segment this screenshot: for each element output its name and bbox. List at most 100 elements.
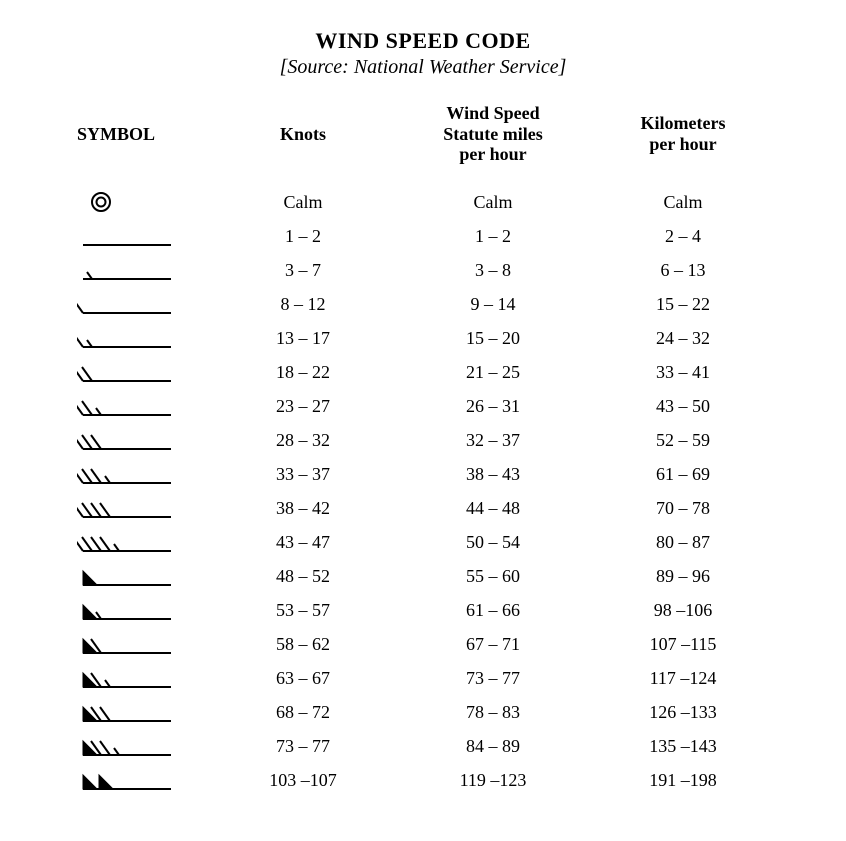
wind-barb-icon: [73, 355, 213, 389]
cell-kph: 52 – 59: [593, 423, 773, 457]
cell-mph: 44 – 48: [393, 491, 593, 525]
cell-mph: 55 – 60: [393, 559, 593, 593]
table-row: 3 – 73 – 86 – 13: [73, 253, 773, 287]
cell-kph: 15 – 22: [593, 287, 773, 321]
wind-barb-icon: [73, 185, 213, 219]
cell-kph: 98 –106: [593, 593, 773, 627]
wind-barb-icon: [73, 593, 213, 627]
cell-knots: 53 – 57: [213, 593, 393, 627]
table-row: 1 – 21 – 22 – 4: [73, 219, 773, 253]
wind-barb-icon: [73, 763, 213, 797]
cell-knots: 103 –107: [213, 763, 393, 797]
cell-knots: 8 – 12: [213, 287, 393, 321]
cell-mph: 32 – 37: [393, 423, 593, 457]
table-row: 38 – 4244 – 4870 – 78: [73, 491, 773, 525]
table-row: 8 – 129 – 1415 – 22: [73, 287, 773, 321]
cell-knots: 48 – 52: [213, 559, 393, 593]
cell-mph: 61 – 66: [393, 593, 593, 627]
cell-mph: Calm: [393, 185, 593, 219]
table-row: 53 – 5761 – 6698 –106: [73, 593, 773, 627]
cell-mph: 67 – 71: [393, 627, 593, 661]
cell-knots: 58 – 62: [213, 627, 393, 661]
cell-knots: 63 – 67: [213, 661, 393, 695]
wind-barb-icon: [73, 253, 213, 287]
cell-mph: 9 – 14: [393, 287, 593, 321]
wind-barb-icon: [73, 321, 213, 355]
cell-knots: 73 – 77: [213, 729, 393, 763]
cell-mph: 119 –123: [393, 763, 593, 797]
table-row: 33 – 3738 – 4361 – 69: [73, 457, 773, 491]
cell-kph: 61 – 69: [593, 457, 773, 491]
wind-barb-icon: [73, 729, 213, 763]
wind-barb-icon: [73, 695, 213, 729]
cell-knots: 28 – 32: [213, 423, 393, 457]
table-row: 58 – 6267 – 71107 –115: [73, 627, 773, 661]
wind-barb-icon: [73, 423, 213, 457]
cell-mph: 3 – 8: [393, 253, 593, 287]
cell-mph: 50 – 54: [393, 525, 593, 559]
cell-knots: 23 – 27: [213, 389, 393, 423]
cell-kph: 43 – 50: [593, 389, 773, 423]
cell-knots: 33 – 37: [213, 457, 393, 491]
wind-barb-icon: [73, 287, 213, 321]
table-row: 18 – 2221 – 2533 – 41: [73, 355, 773, 389]
cell-mph: 84 – 89: [393, 729, 593, 763]
wind-speed-code-page: WIND SPEED CODE [Source: National Weathe…: [0, 0, 846, 841]
page-subtitle: [Source: National Weather Service]: [0, 56, 846, 79]
cell-mph: 38 – 43: [393, 457, 593, 491]
cell-knots: 18 – 22: [213, 355, 393, 389]
table-row: 43 – 4750 – 5480 – 87: [73, 525, 773, 559]
cell-knots: 68 – 72: [213, 695, 393, 729]
cell-kph: 117 –124: [593, 661, 773, 695]
table-row: 68 – 7278 – 83126 –133: [73, 695, 773, 729]
cell-kph: 33 – 41: [593, 355, 773, 389]
cell-kph: 24 – 32: [593, 321, 773, 355]
wind-barb-icon: [73, 389, 213, 423]
cell-knots: 38 – 42: [213, 491, 393, 525]
table-row: 23 – 2726 – 3143 – 50: [73, 389, 773, 423]
cell-kph: 135 –143: [593, 729, 773, 763]
cell-kph: 6 – 13: [593, 253, 773, 287]
wind-barb-icon: [73, 661, 213, 695]
cell-mph: 21 – 25: [393, 355, 593, 389]
wind-barb-icon: [73, 219, 213, 253]
cell-kph: 70 – 78: [593, 491, 773, 525]
cell-mph: 78 – 83: [393, 695, 593, 729]
cell-knots: 43 – 47: [213, 525, 393, 559]
page-title: WIND SPEED CODE: [0, 28, 846, 54]
wind-barb-icon: [73, 491, 213, 525]
table-row: 28 – 3232 – 3752 – 59: [73, 423, 773, 457]
cell-knots: 1 – 2: [213, 219, 393, 253]
cell-mph: 1 – 2: [393, 219, 593, 253]
cell-knots: 3 – 7: [213, 253, 393, 287]
table-header-row: SYMBOL Knots Wind SpeedStatute milesper …: [73, 97, 773, 185]
cell-mph: 73 – 77: [393, 661, 593, 695]
cell-kph: 80 – 87: [593, 525, 773, 559]
col-header-knots: Knots: [213, 97, 393, 185]
wind-barb-icon: [73, 525, 213, 559]
wind-barb-icon: [73, 559, 213, 593]
wind-speed-table: SYMBOL Knots Wind SpeedStatute milesper …: [73, 97, 773, 797]
cell-kph: Calm: [593, 185, 773, 219]
cell-knots: Calm: [213, 185, 393, 219]
cell-kph: 107 –115: [593, 627, 773, 661]
col-header-symbol: SYMBOL: [73, 97, 213, 185]
cell-kph: 2 – 4: [593, 219, 773, 253]
cell-kph: 89 – 96: [593, 559, 773, 593]
wind-barb-icon: [73, 457, 213, 491]
wind-barb-icon: [73, 627, 213, 661]
cell-kph: 191 –198: [593, 763, 773, 797]
table-row: 48 – 5255 – 6089 – 96: [73, 559, 773, 593]
table-row: CalmCalmCalm: [73, 185, 773, 219]
table-row: 63 – 6773 – 77117 –124: [73, 661, 773, 695]
cell-mph: 15 – 20: [393, 321, 593, 355]
table-row: 103 –107119 –123191 –198: [73, 763, 773, 797]
table-row: 13 – 1715 – 2024 – 32: [73, 321, 773, 355]
cell-knots: 13 – 17: [213, 321, 393, 355]
table-row: 73 – 7784 – 89135 –143: [73, 729, 773, 763]
col-header-kph: Kilometersper hour: [593, 97, 773, 185]
cell-kph: 126 –133: [593, 695, 773, 729]
table-body: CalmCalmCalm1 – 21 – 22 – 43 – 73 – 86 –…: [73, 185, 773, 797]
cell-mph: 26 – 31: [393, 389, 593, 423]
col-header-mph: Wind SpeedStatute milesper hour: [393, 97, 593, 185]
